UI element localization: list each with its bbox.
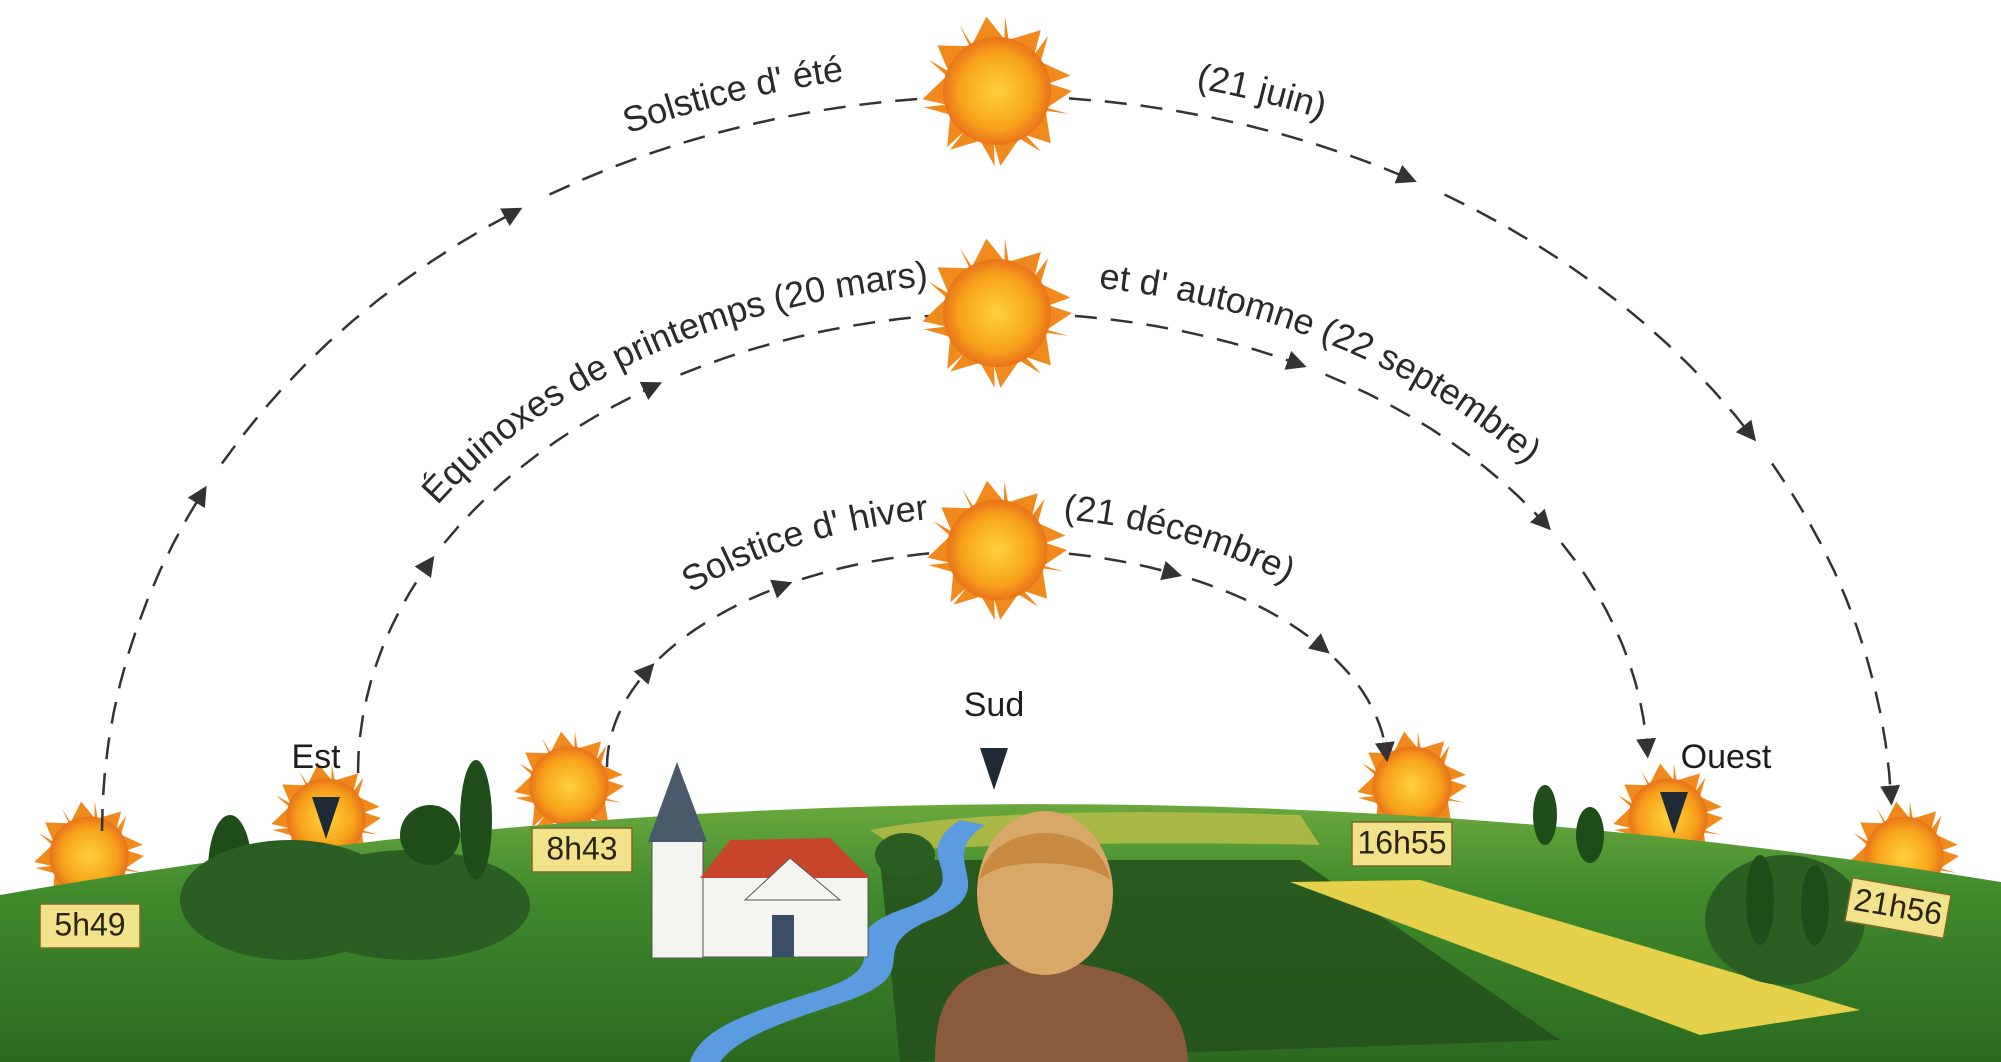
time-label: 8h43	[546, 830, 617, 866]
sun-disc	[947, 500, 1048, 601]
direction-marker	[980, 748, 1008, 790]
bush	[1705, 855, 1865, 985]
sun-path-arc	[550, 97, 962, 195]
door	[772, 915, 794, 957]
time-tag: 8h43	[532, 828, 632, 872]
sun-disc	[943, 259, 1051, 367]
arc-label: (21 juin)	[1194, 55, 1331, 126]
time-tag: 5h49	[40, 904, 140, 948]
church	[648, 762, 870, 958]
sun-path-arc	[1562, 543, 1648, 755]
direction-label: Ouest	[1681, 738, 1772, 776]
bush	[875, 833, 935, 877]
sun-disc	[1372, 746, 1451, 825]
sun-path-arc	[102, 489, 205, 831]
sun-path-arc	[1772, 464, 1891, 802]
sun-disc	[529, 746, 608, 825]
sun-path-arc	[997, 96, 1413, 180]
time-label: 5h49	[54, 906, 125, 942]
tree	[1801, 865, 1829, 945]
time-label: 16h55	[1358, 824, 1447, 860]
sun-disc	[943, 37, 1051, 145]
bush	[290, 850, 530, 960]
tree	[1533, 785, 1557, 845]
tree	[1746, 855, 1774, 945]
tree	[460, 760, 492, 880]
arc-label: Équinoxes de printemps (20 mars)	[413, 253, 929, 511]
arc-label-text: Équinoxes de printemps (20 mars)	[413, 253, 929, 511]
arc-label-text: (21 juin)	[1194, 55, 1331, 126]
tree	[400, 805, 460, 865]
sun-path-arc	[1335, 659, 1387, 759]
tree	[1576, 807, 1604, 863]
sun-path-arc	[358, 559, 432, 773]
arc-label-text: Solstice d' hiver	[674, 486, 929, 600]
sun-path-arc	[659, 584, 788, 659]
arc-label: et d' automne (22 septembre)	[1098, 255, 1550, 471]
church-tower	[652, 840, 703, 958]
arc-label-text: (21 décembre)	[1062, 486, 1302, 591]
sun-path-arc	[1192, 579, 1327, 651]
sun-path-arc	[607, 666, 652, 767]
arc-label: Solstice d' hiver	[674, 486, 929, 600]
direction-label: Sud	[964, 686, 1025, 724]
direction-label: Est	[291, 738, 341, 776]
sun	[927, 480, 1067, 620]
arc-label: Solstice d' été	[617, 48, 845, 141]
page: {"paths": [ {"name": "Solstice d' été", …	[0, 0, 2001, 1062]
arc-label: (21 décembre)	[1062, 486, 1302, 591]
sun-path-diagram: Solstice d' été (21 juin) Équinoxes de pri…	[0, 0, 2001, 1062]
sun	[922, 16, 1072, 166]
sun	[922, 238, 1072, 388]
time-tag: 16h55	[1352, 822, 1452, 866]
arc-label-text: Solstice d' été	[617, 48, 845, 141]
arc-label-text: et d' automne (22 septembre)	[1098, 255, 1550, 471]
church-spire	[648, 762, 707, 842]
